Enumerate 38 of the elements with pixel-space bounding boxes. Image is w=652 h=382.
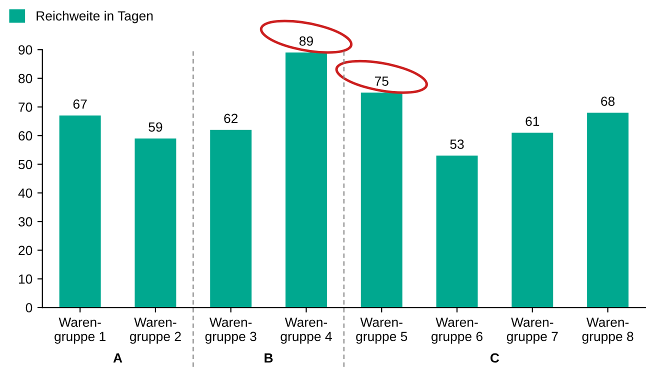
- y-tick-label: 60: [18, 131, 32, 141]
- y-tick-label: 90: [18, 45, 32, 55]
- y-tick-label: 70: [18, 102, 32, 112]
- x-tick-label: Waren- gruppe 6: [432, 318, 482, 344]
- text: A: [113, 353, 122, 362]
- bar: [360, 92, 402, 308]
- data-label: 75: [374, 76, 388, 86]
- text: B: [264, 353, 273, 362]
- data-label: 62: [224, 114, 238, 124]
- x-tick-label: Waren- gruppe 1: [54, 318, 106, 344]
- bar: [210, 130, 252, 308]
- data-label: 61: [526, 116, 540, 126]
- bar: [286, 52, 327, 308]
- y-tick-label: 80: [18, 74, 32, 84]
- x-tick-label: Waren- gruppe 7: [506, 318, 558, 344]
- legend-label: Reichweite in Tagen: [36, 10, 153, 24]
- x-tick-label: Waren- gruppe 4: [280, 318, 332, 344]
- y-tick-label: 30: [18, 217, 32, 226]
- bar: [134, 138, 176, 308]
- y-tick-label: 10: [18, 274, 32, 284]
- y-tick-label: 0: [26, 303, 32, 312]
- x-tick-label: Waren- gruppe 3: [205, 318, 256, 344]
- y-tick-label: 40: [18, 188, 32, 198]
- data-label: 59: [148, 122, 162, 132]
- bar: [512, 132, 554, 308]
- x-tick-label: Waren- gruppe 2: [130, 318, 181, 344]
- text: C: [490, 353, 500, 363]
- x-tick-label: Waren- gruppe 8: [582, 318, 634, 344]
- bar: [436, 156, 478, 308]
- x-tick-label: Waren- gruppe 5: [356, 318, 408, 344]
- y-tick-label: 20: [18, 246, 32, 256]
- y-tick-label: 50: [18, 160, 32, 170]
- data-label: 68: [601, 96, 615, 106]
- bar: [59, 116, 101, 308]
- data-label: 89: [299, 36, 313, 46]
- bar: [587, 112, 629, 308]
- data-label: 53: [450, 140, 464, 149]
- data-label: 67: [73, 99, 87, 109]
